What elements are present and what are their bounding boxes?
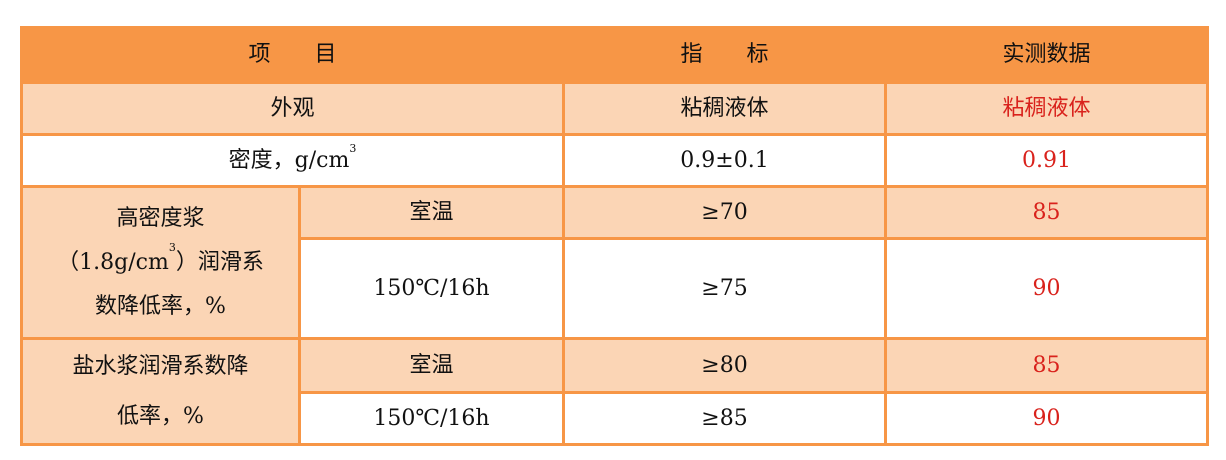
density-measured: 0.91 (884, 133, 1210, 188)
index: ≥80 (562, 337, 888, 394)
header-item: 项 目 (19, 26, 566, 84)
measured: 90 (884, 391, 1210, 446)
condition: 150℃/16h (297, 391, 566, 446)
table-row: 盐水浆润滑系数降 低率，% 室温 ≥80 85 (20, 337, 1210, 446)
condition: 室温 (297, 337, 566, 394)
brine-label: 盐水浆润滑系数降 低率，% (20, 337, 301, 446)
label-line: 数降低率，% (95, 293, 226, 319)
appearance-label: 外观 (19, 81, 566, 136)
appearance-index: 粘稠液体 (562, 81, 888, 136)
label-line: 低率，% (117, 403, 204, 429)
index: ≥85 (562, 391, 888, 446)
label-line: （1.8g/cm3）润滑系 (23, 241, 298, 285)
header-measured: 实测数据 (884, 26, 1210, 84)
label-part: （1.8g/cm (57, 249, 169, 275)
label-sup: 3 (168, 240, 176, 254)
density-text: 密度，g/cm (228, 147, 350, 173)
index: ≥75 (562, 237, 888, 340)
measured: 85 (884, 185, 1210, 240)
label-line: 盐水浆润滑系数降 (72, 353, 249, 379)
label-part: ）润滑系 (175, 249, 264, 275)
header-index: 指 标 (562, 26, 888, 84)
label-line: 高密度浆 (116, 205, 205, 231)
measured: 85 (884, 337, 1210, 394)
appearance-measured: 粘稠液体 (884, 81, 1210, 136)
density-sup: 3 (349, 141, 357, 155)
table-row: 外观 粘稠液体 粘稠液体 (19, 81, 1210, 136)
high-density-label: 高密度浆 （1.8g/cm3）润滑系 数降低率，% (20, 185, 301, 340)
table-row: 密度，g/cm3 0.9±0.1 0.91 (19, 133, 1210, 188)
condition: 150℃/16h (297, 237, 566, 340)
table-row: 150℃/16h ≥75 90 (22, 237, 1210, 340)
spec-table: 项 目 指 标 实测数据 外观 粘稠液体 粘稠液体 密度，g/cm3 0.9±0… (19, 26, 1210, 446)
density-index: 0.9±0.1 (562, 133, 888, 188)
table-row: 高密度浆 （1.8g/cm3）润滑系 数降低率，% 室温 ≥70 85 (20, 185, 1210, 340)
density-label: 密度，g/cm3 (19, 133, 566, 188)
header-row: 项 目 指 标 实测数据 (19, 26, 1210, 84)
measured: 90 (884, 237, 1210, 340)
condition: 室温 (297, 185, 566, 240)
index: ≥70 (562, 185, 888, 240)
table-row: 150℃/16h ≥85 90 (22, 391, 1210, 446)
